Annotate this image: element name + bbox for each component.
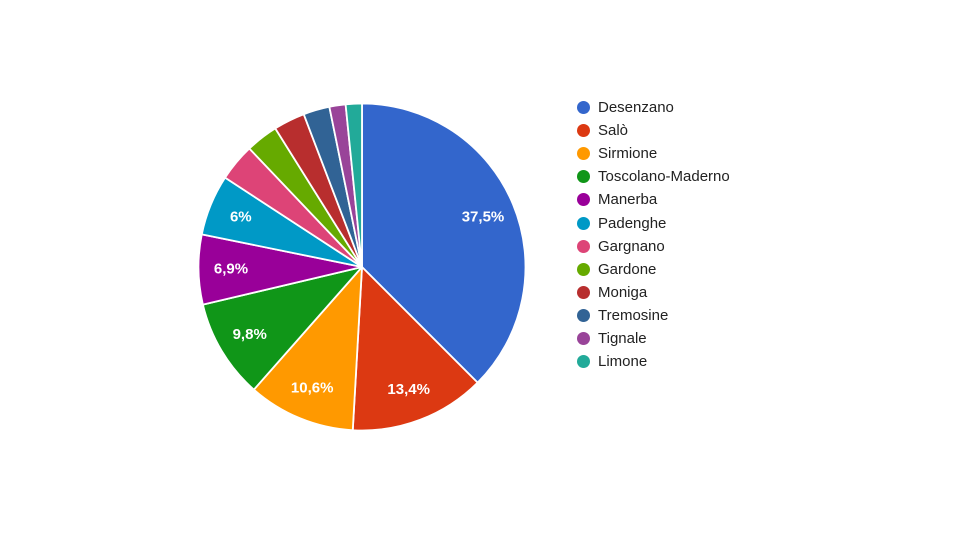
legend-item-sirmione: Sirmione [577,142,730,165]
legend-marker-icon [577,101,590,115]
legend-marker-icon [577,239,590,253]
pie-slice-label-padenghe: 6% [230,209,252,226]
legend-marker-icon [577,308,590,322]
legend-label: Salò [598,122,629,140]
legend-item-desenzano: Desenzano [577,96,730,119]
legend-label: Manerba [598,191,658,209]
legend-item-salo: Salò [577,119,730,142]
legend-item-gardone: Gardone [577,258,730,281]
pie-slice-label-sirmione: 10,6% [291,380,334,397]
legend-item-limone: Limone [577,350,730,373]
chart-legend: Desenzano Salò Sirmione Toscolano-Maderno Ma… [577,96,730,373]
legend-label: Gargnano [598,237,665,255]
legend-label: Toscolano-Maderno [598,168,730,186]
pie-slice-label-manerba: 6,9% [214,261,248,278]
legend-marker-icon [577,355,590,369]
pie-slice-sirmione[interactable] [252,266,363,432]
legend-label: Moniga [598,283,648,301]
pie-slice-salo[interactable] [351,266,479,432]
legend-label: Tremosine [598,306,669,324]
legend-marker-icon [577,262,590,276]
legend-item-manerba: Manerba [577,188,730,211]
pie-slice-label-salo: 13,4% [387,381,430,398]
legend-label: Tignale [598,329,647,347]
legend-item-gargnano: Gargnano [577,235,730,258]
legend-label: Padenghe [598,214,667,232]
legend-marker-icon [577,193,590,207]
pie-slice-desenzano[interactable] [361,102,527,384]
legend-marker-icon [577,124,590,138]
legend-item-tignale: Tignale [577,327,730,350]
legend-marker-icon [577,331,590,345]
pie-slice-label-desenzano: 37,5% [462,208,505,225]
legend-marker-icon [577,147,590,161]
legend-label: Sirmione [598,145,658,163]
legend-marker-icon [577,216,590,230]
legend-item-toscolano-maderno: Toscolano-Maderno [577,165,730,188]
legend-marker-icon [577,170,590,184]
legend-item-moniga: Moniga [577,281,730,304]
pie-slice-limone[interactable] [344,102,363,268]
legend-label: Limone [598,353,648,371]
pie-slice-label-toscolano-maderno: 9,8% [233,326,267,343]
legend-item-padenghe: Padenghe [577,211,730,234]
legend-marker-icon [577,285,590,299]
legend-label: Gardone [598,260,657,278]
legend-item-tremosine: Tremosine [577,304,730,327]
pie-slice-toscolano-maderno[interactable] [202,266,363,391]
legend-label: Desenzano [598,99,674,117]
